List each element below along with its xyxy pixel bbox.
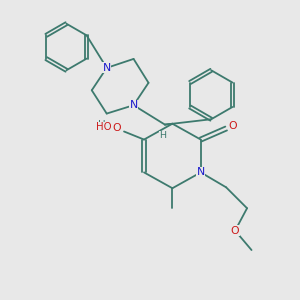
- Text: O: O: [231, 226, 239, 236]
- Text: HO: HO: [96, 122, 111, 132]
- Text: N: N: [130, 100, 138, 110]
- Text: O: O: [228, 121, 237, 131]
- Text: N: N: [196, 167, 205, 177]
- Text: O: O: [112, 123, 121, 133]
- Text: H: H: [159, 131, 166, 140]
- Text: H: H: [98, 120, 105, 130]
- Text: N: N: [103, 63, 111, 73]
